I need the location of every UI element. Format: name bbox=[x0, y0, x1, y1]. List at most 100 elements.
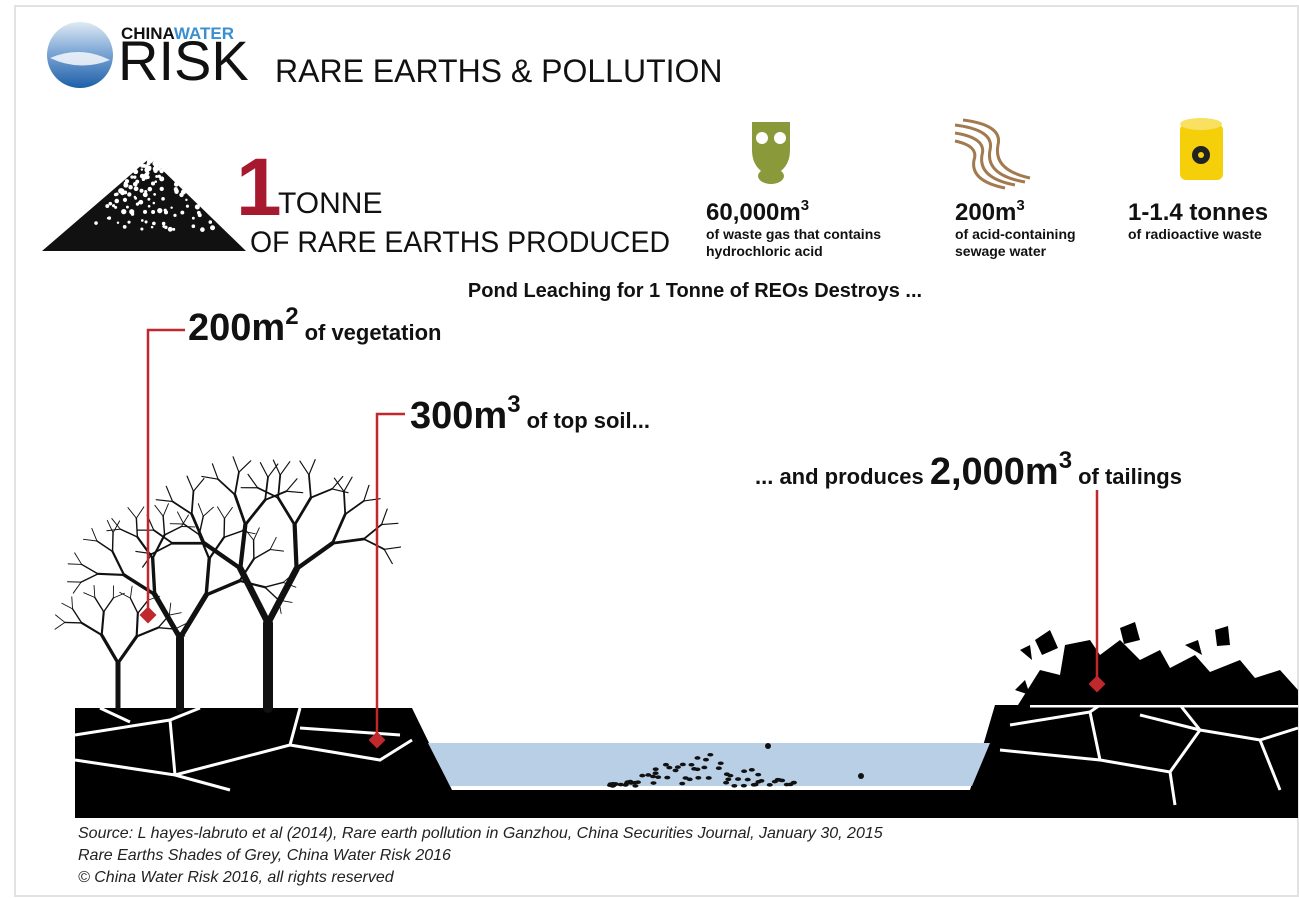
debris bbox=[755, 772, 762, 777]
branch bbox=[380, 508, 388, 526]
branch bbox=[129, 585, 133, 599]
debris bbox=[666, 765, 673, 770]
speck bbox=[122, 197, 128, 202]
debris bbox=[655, 775, 662, 779]
gas-mask-icon bbox=[752, 122, 790, 184]
brand: RISK bbox=[118, 29, 249, 92]
superscript: 2 bbox=[285, 303, 298, 330]
speck bbox=[194, 204, 200, 210]
branch bbox=[343, 476, 353, 492]
debris bbox=[752, 782, 759, 787]
debris bbox=[652, 771, 659, 776]
branch bbox=[344, 500, 365, 516]
branch bbox=[163, 525, 183, 536]
branch bbox=[259, 462, 269, 478]
branch bbox=[233, 471, 240, 496]
debris bbox=[702, 757, 709, 762]
branch bbox=[180, 514, 189, 527]
branch bbox=[383, 546, 402, 550]
branch bbox=[190, 490, 195, 515]
branch bbox=[112, 520, 121, 534]
branch bbox=[380, 522, 399, 526]
speck bbox=[151, 210, 156, 215]
branch bbox=[331, 537, 366, 545]
debris bbox=[682, 776, 689, 780]
branch bbox=[272, 459, 281, 476]
branch bbox=[100, 633, 120, 665]
speck bbox=[123, 181, 127, 185]
impact: 200m2 of vegetation bbox=[188, 303, 441, 349]
branch bbox=[264, 565, 300, 627]
debris bbox=[717, 761, 724, 766]
branch bbox=[202, 506, 214, 517]
speck bbox=[185, 204, 189, 208]
branch bbox=[100, 610, 105, 637]
byproduct-amount: 200m3 bbox=[955, 197, 1025, 226]
sewage-icon bbox=[954, 118, 1031, 190]
branch bbox=[264, 581, 284, 588]
speck bbox=[161, 197, 165, 201]
debris bbox=[748, 768, 755, 772]
debris bbox=[741, 769, 748, 774]
branch bbox=[310, 488, 333, 499]
branch bbox=[201, 475, 219, 480]
branch bbox=[106, 519, 114, 534]
debris bbox=[707, 752, 714, 757]
speck bbox=[152, 201, 156, 205]
impact-amount: 2,000m bbox=[930, 451, 1059, 493]
speck bbox=[150, 181, 156, 186]
branch bbox=[135, 550, 153, 555]
brand-top: CHINAWATER bbox=[121, 24, 234, 43]
debris bbox=[639, 773, 646, 778]
branch bbox=[103, 597, 115, 613]
mound-specks bbox=[94, 158, 216, 232]
debris bbox=[790, 780, 797, 785]
debris bbox=[715, 766, 722, 771]
leader-line bbox=[375, 412, 405, 740]
impact: ... and produces 2,000m3of tailings bbox=[755, 447, 1182, 493]
branch bbox=[152, 529, 174, 545]
branch bbox=[363, 484, 370, 502]
speck bbox=[123, 190, 128, 195]
branch bbox=[106, 528, 121, 532]
speck bbox=[135, 202, 140, 206]
impact-text: of top soil... bbox=[527, 408, 650, 433]
branch bbox=[54, 621, 66, 630]
speck bbox=[133, 186, 139, 192]
branch bbox=[233, 493, 247, 527]
speck bbox=[144, 174, 148, 177]
branch bbox=[285, 490, 304, 494]
speck bbox=[147, 197, 151, 201]
byproduct-amount: 60,000m3 bbox=[706, 197, 809, 226]
branch bbox=[383, 548, 393, 565]
branch bbox=[253, 527, 260, 541]
branch bbox=[269, 549, 285, 552]
production-unit: TONNE bbox=[278, 187, 382, 220]
branch bbox=[83, 538, 98, 542]
speck bbox=[133, 175, 137, 179]
speck bbox=[144, 220, 148, 224]
branch bbox=[294, 541, 335, 571]
branch bbox=[204, 579, 242, 597]
branch bbox=[91, 527, 98, 542]
impact: 300m3 of top soil... bbox=[410, 391, 650, 437]
speck bbox=[135, 179, 140, 184]
branch bbox=[293, 496, 313, 527]
branch bbox=[232, 456, 240, 473]
branch bbox=[168, 612, 182, 616]
branch bbox=[119, 528, 139, 538]
branch bbox=[362, 538, 386, 551]
brand-china: CHINA bbox=[121, 24, 175, 43]
branch bbox=[256, 486, 280, 499]
impacts: 200m2of vegetation 300m3of top soil......… bbox=[188, 303, 1182, 493]
speck bbox=[144, 167, 150, 173]
soil-cracks bbox=[74, 703, 1299, 806]
debris bbox=[674, 765, 681, 769]
branch bbox=[72, 581, 82, 594]
branch bbox=[331, 488, 349, 494]
branch bbox=[136, 535, 154, 560]
branch bbox=[168, 602, 172, 616]
debris bbox=[735, 777, 742, 781]
byproducts: 60,000m3of waste gas that containshydroc… bbox=[706, 197, 1268, 259]
debris bbox=[632, 784, 639, 788]
